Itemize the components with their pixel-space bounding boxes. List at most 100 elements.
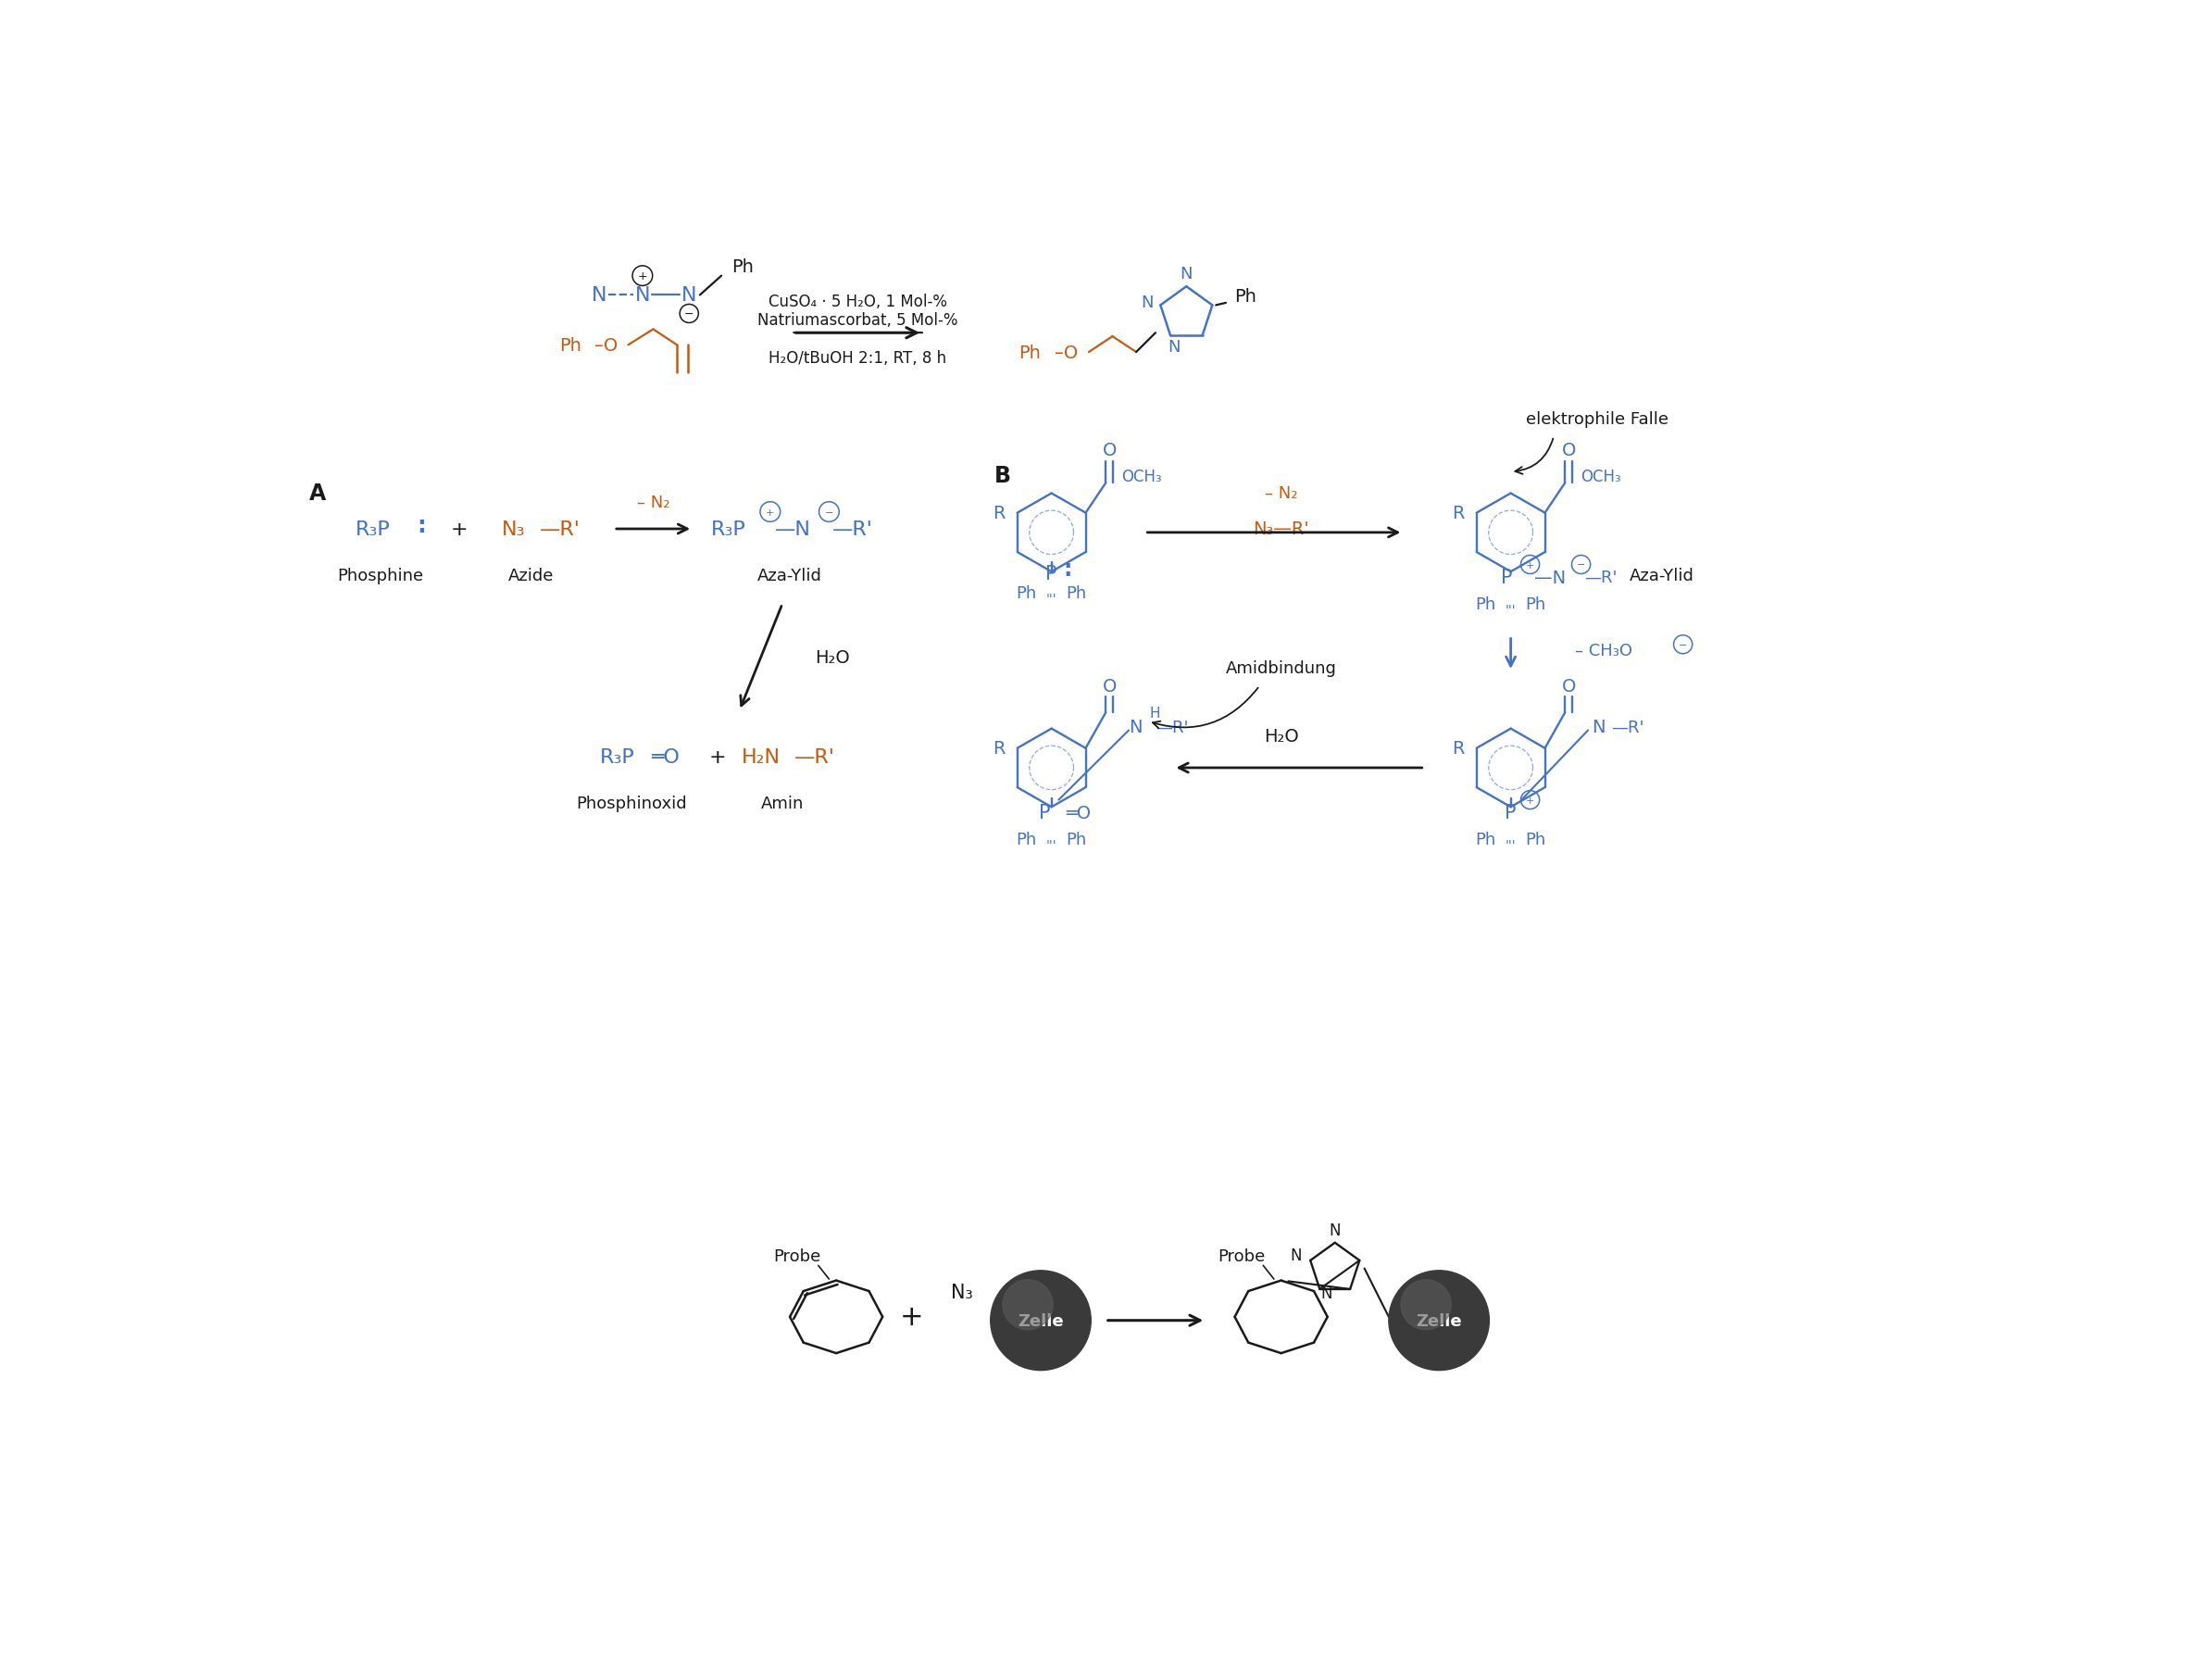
Text: ═O: ═O bbox=[1066, 805, 1091, 822]
Text: elektrophile Falle: elektrophile Falle bbox=[1526, 410, 1668, 427]
Text: Amidbindung: Amidbindung bbox=[1225, 660, 1336, 677]
Text: N: N bbox=[1321, 1285, 1332, 1302]
Text: +: + bbox=[900, 1304, 922, 1331]
Text: Ph: Ph bbox=[732, 259, 754, 276]
Text: ''': ''' bbox=[1506, 838, 1515, 852]
Text: —N: —N bbox=[774, 521, 812, 539]
Text: ''': ''' bbox=[1046, 838, 1057, 852]
Text: Ph: Ph bbox=[1234, 287, 1256, 306]
Text: Ph: Ph bbox=[1526, 596, 1546, 613]
Text: –O: –O bbox=[1055, 344, 1077, 361]
Text: N: N bbox=[1329, 1221, 1340, 1238]
Text: Ph: Ph bbox=[1475, 596, 1495, 613]
Text: N: N bbox=[681, 286, 697, 306]
Text: O: O bbox=[1102, 677, 1117, 696]
Text: N: N bbox=[1181, 265, 1192, 282]
Text: +: + bbox=[451, 521, 469, 539]
Text: CuSO₄ · 5 H₂O, 1 Mol-%: CuSO₄ · 5 H₂O, 1 Mol-% bbox=[768, 292, 947, 309]
Text: Zelle: Zelle bbox=[1018, 1312, 1064, 1329]
Text: −: − bbox=[825, 507, 834, 517]
Text: B: B bbox=[993, 465, 1011, 487]
Text: N: N bbox=[635, 286, 650, 306]
Text: Zelle: Zelle bbox=[1416, 1312, 1462, 1329]
Text: Ph: Ph bbox=[1015, 832, 1037, 848]
Text: O: O bbox=[1102, 442, 1117, 460]
Text: Ph: Ph bbox=[1015, 585, 1037, 601]
Text: ''': ''' bbox=[1046, 593, 1057, 606]
Text: – CH₃O: – CH₃O bbox=[1575, 642, 1632, 659]
Circle shape bbox=[1400, 1280, 1451, 1331]
Text: —R': —R' bbox=[1610, 719, 1644, 736]
Text: O: O bbox=[1562, 442, 1575, 460]
Text: —R': —R' bbox=[832, 521, 874, 539]
Text: N: N bbox=[1141, 294, 1155, 311]
Text: Ph: Ph bbox=[560, 336, 582, 354]
Text: Phosphine: Phosphine bbox=[338, 568, 425, 585]
Text: R₃P: R₃P bbox=[356, 521, 392, 539]
Text: H: H bbox=[1150, 706, 1161, 721]
Text: Azide: Azide bbox=[509, 568, 553, 585]
Text: – N₂: – N₂ bbox=[1265, 486, 1298, 502]
Text: OCH₃: OCH₃ bbox=[1582, 469, 1621, 486]
Text: :: : bbox=[416, 514, 427, 538]
Text: R₃P: R₃P bbox=[710, 521, 745, 539]
Text: P: P bbox=[1502, 568, 1513, 588]
Text: ═O: ═O bbox=[650, 748, 679, 766]
Text: A: A bbox=[310, 482, 325, 506]
Text: R₃P: R₃P bbox=[599, 748, 635, 766]
Text: N₃: N₃ bbox=[502, 521, 524, 539]
Text: –O: –O bbox=[595, 336, 619, 354]
Text: —R': —R' bbox=[540, 521, 580, 539]
Text: N₃—R': N₃—R' bbox=[1252, 521, 1310, 538]
Text: P: P bbox=[1504, 803, 1517, 823]
Text: +: + bbox=[710, 748, 726, 766]
Circle shape bbox=[1002, 1280, 1053, 1331]
Text: R: R bbox=[993, 504, 1006, 522]
Text: R: R bbox=[1453, 504, 1464, 522]
Text: Natriumascorbat, 5 Mol-%: Natriumascorbat, 5 Mol-% bbox=[757, 312, 958, 329]
Text: H₂O: H₂O bbox=[1263, 727, 1298, 744]
Text: N: N bbox=[1168, 338, 1181, 354]
Circle shape bbox=[1389, 1270, 1489, 1371]
Text: Aza-Ylid: Aza-Ylid bbox=[757, 568, 823, 585]
Text: N: N bbox=[1290, 1247, 1303, 1263]
Text: ''': ''' bbox=[1506, 603, 1515, 617]
Text: H₂N: H₂N bbox=[741, 748, 781, 766]
Text: H₂O/tBuOH 2:1, RT, 8 h: H₂O/tBuOH 2:1, RT, 8 h bbox=[770, 349, 947, 366]
Text: – N₂: – N₂ bbox=[637, 494, 670, 511]
Text: +: + bbox=[1526, 561, 1535, 570]
Text: −: − bbox=[1577, 561, 1586, 570]
Text: —N: —N bbox=[1535, 570, 1566, 586]
Text: Amin: Amin bbox=[761, 796, 803, 811]
Text: N₃: N₃ bbox=[951, 1284, 973, 1302]
Text: Ph: Ph bbox=[1066, 585, 1086, 601]
Text: —R': —R' bbox=[1584, 570, 1617, 586]
Text: Ph: Ph bbox=[1020, 344, 1042, 361]
Text: +: + bbox=[637, 270, 648, 282]
Text: P: P bbox=[1037, 803, 1051, 823]
Text: Aza-Ylid: Aza-Ylid bbox=[1628, 568, 1694, 585]
Text: Ph: Ph bbox=[1066, 832, 1086, 848]
Text: Probe: Probe bbox=[1219, 1248, 1265, 1265]
Text: −: − bbox=[684, 307, 695, 321]
Text: Probe: Probe bbox=[772, 1248, 821, 1265]
Text: —R': —R' bbox=[1155, 719, 1188, 736]
Text: —R': —R' bbox=[794, 748, 834, 766]
Text: H₂O: H₂O bbox=[816, 648, 849, 667]
Text: R: R bbox=[993, 739, 1006, 758]
Text: −: − bbox=[1679, 640, 1688, 650]
Circle shape bbox=[991, 1270, 1091, 1371]
Text: O: O bbox=[1562, 677, 1575, 696]
Text: +: + bbox=[765, 507, 774, 517]
Text: Ph: Ph bbox=[1475, 832, 1495, 848]
Text: P: P bbox=[1046, 564, 1057, 583]
Text: R: R bbox=[1453, 739, 1464, 758]
Text: OCH₃: OCH₃ bbox=[1121, 469, 1161, 486]
Text: :: : bbox=[1064, 558, 1071, 581]
Text: +: + bbox=[1526, 796, 1535, 805]
Text: N: N bbox=[1128, 719, 1144, 736]
Text: N: N bbox=[1593, 719, 1606, 736]
Text: N: N bbox=[593, 286, 606, 306]
Text: Phosphinoxid: Phosphinoxid bbox=[577, 796, 688, 811]
Text: Ph: Ph bbox=[1526, 832, 1546, 848]
